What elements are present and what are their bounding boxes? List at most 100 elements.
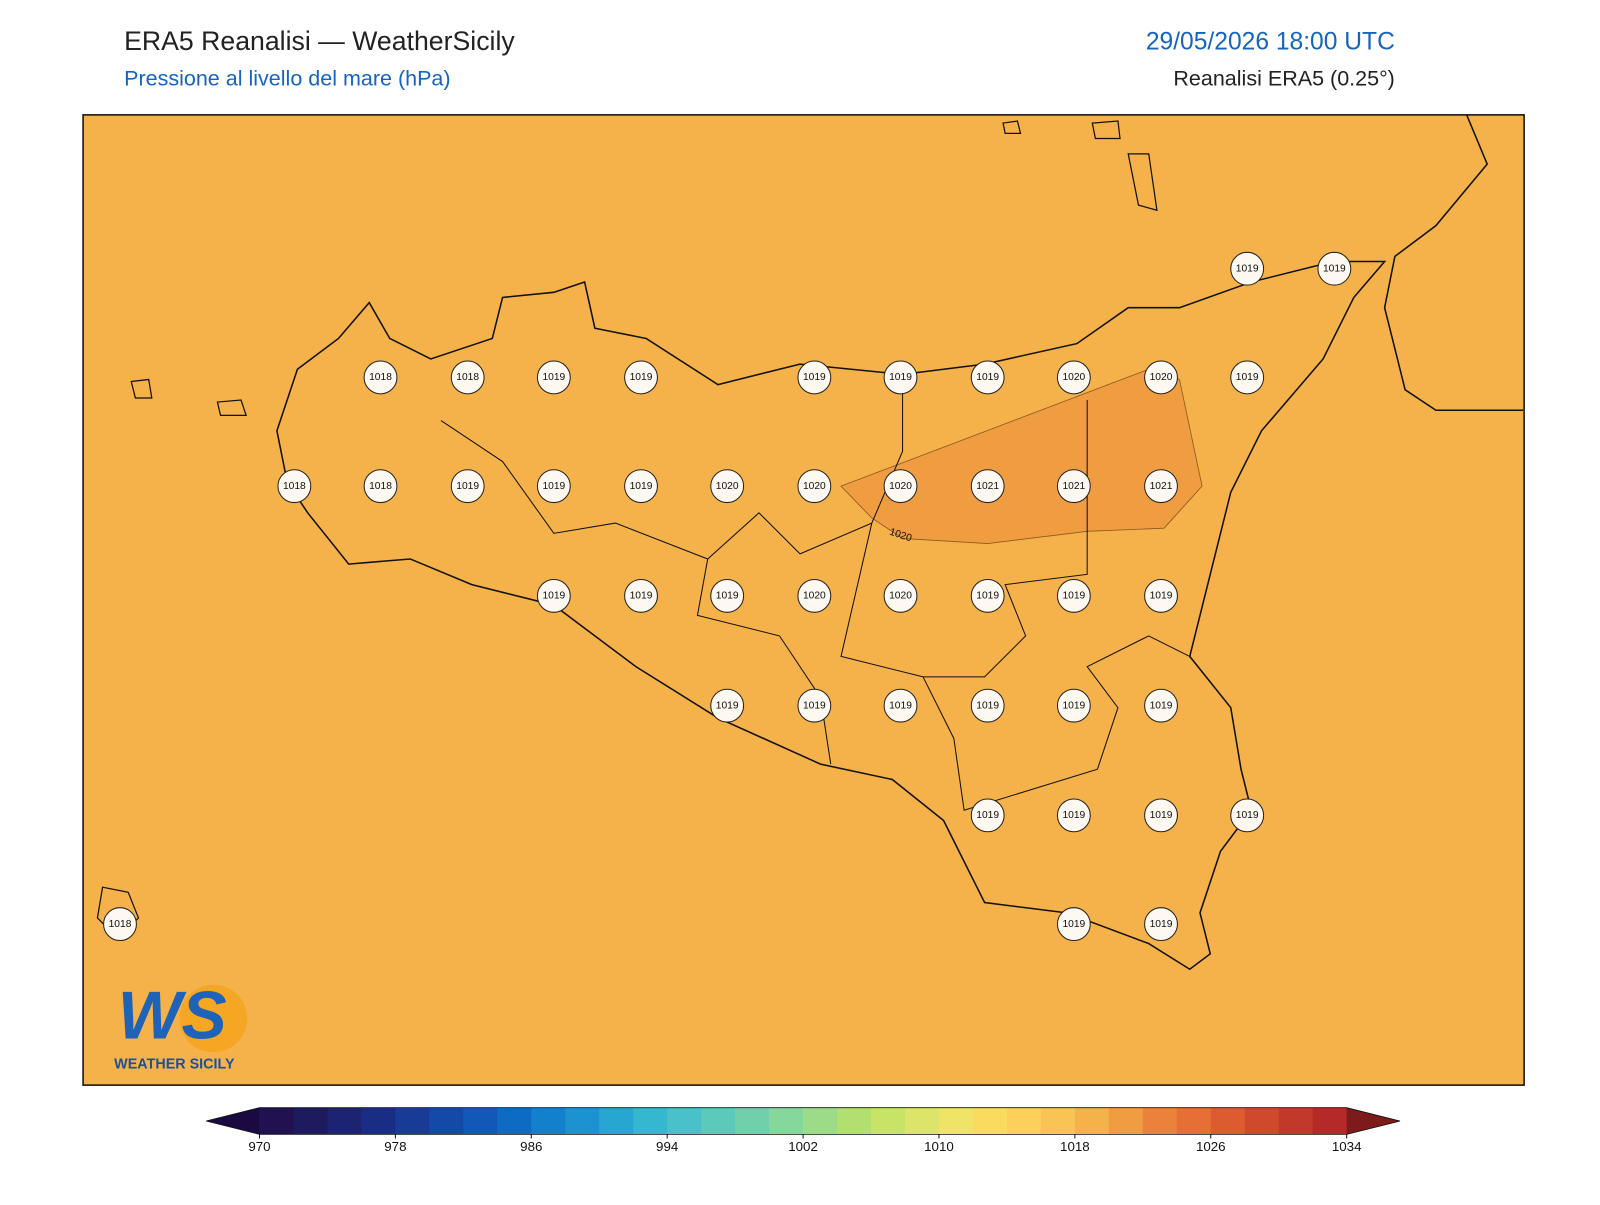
colorbar-bin [1278,1107,1314,1135]
station-marker [363,360,398,395]
station-value: 1019 [1150,700,1173,711]
colorbar-bin [327,1107,362,1135]
station-marker [970,360,1005,395]
station-value: 1019 [1150,810,1173,821]
colorbar-bin [497,1107,532,1135]
station-marker [1144,578,1178,613]
station-value: 1018 [369,372,392,383]
station-marker [363,469,398,504]
colorbar: 970 978 986 994 1002 1010 1018 1026 1034 [206,1107,1401,1154]
colorbar-bin [599,1107,634,1135]
station-marker [883,688,918,723]
station-marker [450,469,485,504]
station-value: 1019 [1236,372,1259,383]
logo: WS WEATHER SICILY [114,978,248,1072]
colorbar-bin [1108,1107,1144,1135]
colorbar-extend-high [1346,1107,1400,1135]
station-marker [1144,798,1178,833]
colorbar-bin [565,1107,600,1135]
station-value: 1019 [889,372,912,383]
colorbar-bin [1040,1107,1076,1135]
colorbar-bin [633,1107,668,1135]
station-value: 1019 [803,700,826,711]
station-marker [1144,907,1178,942]
station-marker [797,578,832,613]
title: ERA5 Reanalisi — WeatherSicily [124,26,515,56]
station-value: 1019 [542,591,565,602]
colorbar-bin [1074,1107,1110,1135]
colorbar-bin [803,1107,838,1135]
colorbar-bin [837,1107,872,1135]
station-value: 1019 [716,700,739,711]
colorbar-bin [361,1107,396,1135]
colorbar-bin [735,1107,770,1135]
station-marker [103,907,137,942]
logo-mark: WS [118,978,227,1053]
station-marker [710,688,745,723]
colorbar-bin [905,1107,940,1135]
colorbar-bin [1210,1107,1246,1135]
station-marker [1230,360,1265,395]
station-value: 1019 [1150,919,1173,930]
station-value: 1021 [1062,481,1085,492]
station-marker [710,578,745,613]
station-marker [277,469,312,504]
station-value: 1019 [803,372,826,383]
station-marker [1056,469,1091,504]
station-marker [1317,251,1352,286]
station-marker [536,578,571,613]
colorbar-bin [701,1107,736,1135]
station-marker [1230,798,1265,833]
subtitle: Pressione al livello del mare (hPa) [124,67,450,91]
station-value: 1019 [716,591,739,602]
colorbar-bin [667,1107,702,1135]
station-value: 1018 [283,481,306,492]
colorbar-bin [1006,1107,1042,1135]
station-marker [1056,360,1091,395]
colorbar-tick-label: 970 [248,1139,270,1154]
colorbar-bin [1142,1107,1178,1135]
station-value: 1020 [716,481,739,492]
station-marker [1056,578,1091,613]
station-marker [883,360,918,395]
station-layer: 1019 1019 1018 1018 1019 1019 1019 1019 1019 1020… [103,251,1352,942]
station-marker [624,469,658,504]
station-value: 1019 [976,810,999,821]
station-marker [1056,798,1091,833]
colorbar-bin [463,1107,498,1135]
colorbar-tick-label: 1034 [1332,1139,1362,1154]
station-marker [883,469,918,504]
colorbar-bin [769,1107,804,1135]
colorbar-bin [531,1107,566,1135]
station-value: 1019 [630,591,653,602]
station-value: 1019 [1062,591,1085,602]
station-value: 1019 [889,700,912,711]
station-marker [797,688,832,723]
colorbar-bin [1244,1107,1280,1135]
station-value: 1019 [630,372,653,383]
station-value: 1020 [889,591,912,602]
colorbar-tick-label: 1002 [788,1139,818,1154]
station-value: 1018 [369,481,392,492]
colorbar-tick-label: 986 [520,1139,542,1154]
station-marker [536,360,571,395]
colorbar-tick-label: 994 [656,1139,679,1154]
station-value: 1018 [456,372,479,383]
station-marker [970,798,1005,833]
station-marker [1144,360,1178,395]
valid-time: 29/05/2026 18:00 UTC [1146,29,1395,56]
station-value: 1019 [1323,263,1346,274]
source: Reanalisi ERA5 (0.25°) [1173,67,1394,91]
station-marker [710,469,745,504]
station-marker [536,469,571,504]
logo-name: WEATHER SICILY [114,1056,235,1072]
station-marker [797,360,832,395]
colorbar-bin [293,1107,328,1135]
station-marker [970,688,1005,723]
colorbar-tick-label: 1010 [924,1139,954,1154]
logo-sun [179,984,248,1053]
colorbar-bin [871,1107,906,1135]
